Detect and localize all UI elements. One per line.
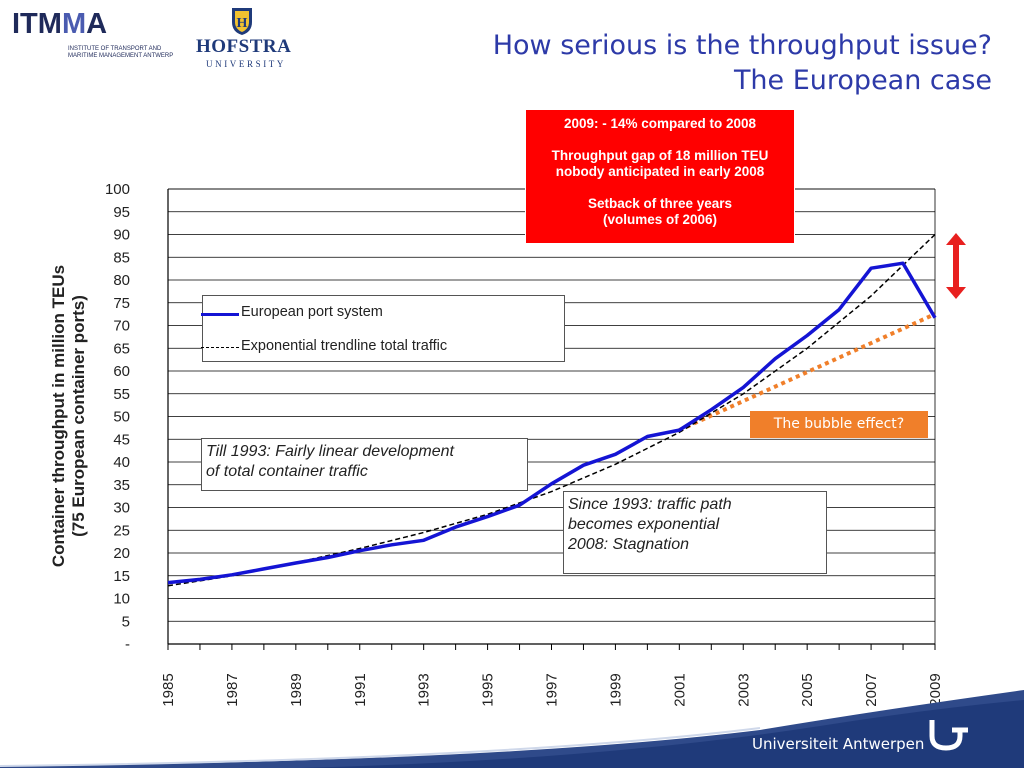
footer-university-name: Universiteit Antwerpen (752, 735, 925, 753)
note-line: Till 1993: Fairly linear development (206, 443, 454, 460)
legend-label: European port system (241, 304, 383, 320)
x-tick-label: 1999 (607, 673, 624, 706)
x-tick-label: 1987 (224, 673, 241, 706)
callout-spacer (526, 132, 794, 148)
series-line-dotted (678, 312, 936, 432)
double-arrow-icon (946, 233, 966, 299)
callout-line3: nobody anticipated in early 2008 (555, 164, 765, 179)
callout-line5: (volumes of 2006) (602, 212, 718, 227)
y-tick-label: 65 (113, 340, 130, 357)
x-tick-label: 2005 (799, 673, 816, 706)
y-tick-label: 40 (113, 454, 130, 471)
y-tick-label: 85 (113, 249, 130, 266)
x-tick-label: 2007 (863, 673, 880, 706)
y-tick-label: 5 (122, 613, 130, 630)
itmma-subtitle-line1: INSTITUTE OF TRANSPORT AND (68, 46, 162, 52)
legend-item-trendline: Exponential trendline total traffic (201, 338, 448, 354)
y-tick-label: 90 (113, 227, 130, 244)
y-tick-label: 95 (113, 204, 130, 221)
y-tick-label: 20 (113, 545, 130, 562)
note-line: 2008: Stagnation (568, 536, 689, 553)
y-tick-label: 10 (113, 591, 130, 608)
x-tick-label: 1997 (544, 673, 561, 706)
legend-swatch-solid (201, 313, 239, 316)
note-since-1993: Since 1993: traffic path becomes exponen… (563, 491, 827, 574)
hofstra-shield-icon: H (232, 8, 252, 35)
x-tick-label: 2001 (671, 673, 688, 706)
callout-line1: 2009: - 14% compared to 2008 (563, 116, 757, 131)
y-tick-label: 30 (113, 500, 130, 517)
x-tick-label: 1989 (288, 673, 305, 706)
itmma-subtitle-line2: MARITIME MANAGEMENT ANTWERP (68, 53, 174, 59)
y-tick-label: 80 (113, 272, 130, 289)
y-tick-label: 35 (113, 477, 130, 494)
x-tick-label: 2003 (735, 673, 752, 706)
x-tick-label: 1985 (160, 673, 177, 706)
y-tick-label: 50 (113, 409, 130, 426)
callout-spacer (526, 180, 794, 196)
note-line: becomes exponential (568, 516, 720, 533)
y-tick-label: 45 (113, 431, 130, 448)
y-axis-label: Container throughput in million TEUs (75… (49, 226, 89, 606)
x-tick-label: 1991 (352, 673, 369, 706)
footer: Universiteit Antwerpen (0, 690, 1024, 768)
y-tick-label: - (125, 636, 130, 653)
itmma-logo: ITMMA INSTITUTE OF TRANSPORT AND MARITIM… (12, 8, 192, 59)
legend-label: Exponential trendline total traffic (241, 338, 448, 354)
y-tick-label: 25 (113, 522, 130, 539)
title-line2: The European case (733, 65, 992, 96)
note-till-1993: Till 1993: Fairly linear development of … (201, 438, 528, 491)
svg-text:H: H (237, 16, 248, 31)
note-line: of total container traffic (206, 463, 368, 480)
itmma-wordmark: ITMMA (12, 8, 108, 40)
y-axis-label-line1: Container throughput in million TEUs (49, 264, 68, 568)
note-line: Since 1993: traffic path (568, 496, 732, 513)
footer-wave (0, 690, 1024, 768)
legend-swatch-dashed (201, 347, 239, 348)
callout-line2: Throughput gap of 18 million TEU (551, 148, 769, 163)
series-line-solid (167, 261, 937, 585)
hofstra-name: HOFSTRA (196, 36, 292, 57)
y-tick-label: 75 (113, 295, 130, 312)
itmma-subtitle: INSTITUTE OF TRANSPORT AND MARITIME MANA… (68, 46, 208, 60)
ua-logo-icon (929, 720, 968, 751)
title-line1: How serious is the throughput issue? (492, 30, 992, 61)
x-tick-label: 2009 (927, 673, 944, 706)
y-axis-label-line2: (75 European container ports) (69, 295, 88, 537)
callout-line4: Setback of three years (587, 196, 733, 211)
y-tick-label: 100 (105, 181, 130, 198)
x-tick-label: 1995 (480, 673, 497, 706)
x-tick-label: 1993 (416, 673, 433, 706)
slide-title: How serious is the throughput issue? The… (493, 28, 992, 98)
hofstra-university: UNIVERSITY (206, 59, 286, 69)
y-tick-label: 15 (113, 568, 130, 585)
legend-item-european-port-system: European port system (201, 304, 383, 320)
y-tick-label: 55 (113, 386, 130, 403)
bubble-effect-label: The bubble effect? (750, 411, 928, 438)
y-tick-label: 70 (113, 318, 130, 335)
y-tick-label: 60 (113, 363, 130, 380)
chart-legend: European port system Exponential trendli… (201, 295, 565, 362)
callout-box: 2009: - 14% compared to 2008 Throughput … (525, 109, 795, 244)
hofstra-logo: H HOFSTRA UNIVERSITY (196, 6, 292, 69)
